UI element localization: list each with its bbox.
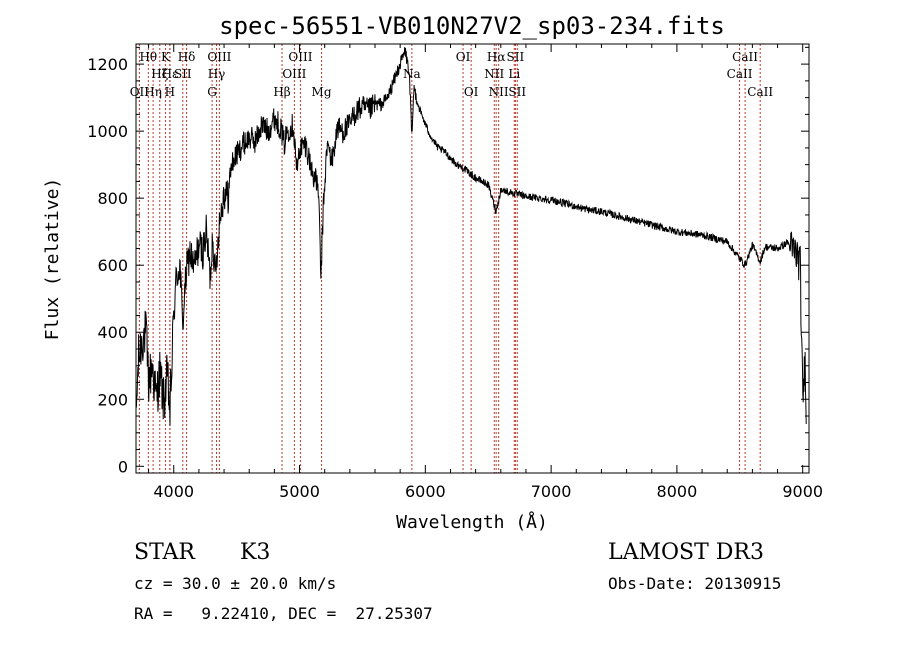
line-label: G bbox=[207, 85, 217, 99]
x-tick-label: 5000 bbox=[279, 482, 320, 501]
line-label: SII bbox=[174, 67, 192, 81]
y-tick-label: 0 bbox=[118, 457, 128, 476]
y-tick-label: 600 bbox=[97, 256, 128, 275]
emission-line-markers bbox=[138, 44, 761, 473]
x-tick-label: 9000 bbox=[782, 482, 823, 501]
line-label: Hβ bbox=[273, 85, 290, 99]
line-label: Hζ bbox=[151, 67, 168, 81]
x-tick-label: 6000 bbox=[405, 482, 446, 501]
line-label: Hη bbox=[144, 85, 162, 99]
chart-title: spec-56551-VB010N27V2_sp03-234.fits bbox=[219, 12, 725, 40]
observation-date: Obs-Date: 20130915 bbox=[608, 574, 782, 593]
line-label: OIII bbox=[207, 50, 231, 64]
line-label: Hγ bbox=[208, 67, 226, 81]
line-label: Hθ bbox=[139, 50, 157, 64]
object-subclass: K3 bbox=[240, 540, 271, 565]
survey-name: LAMOST DR3 bbox=[608, 540, 764, 565]
line-label: Li bbox=[508, 67, 520, 81]
line-label: H bbox=[165, 85, 175, 99]
emission-line-labels: OII Hθ Hη Hζ K Hε H SII Hδ G Hγ OIII Hβ OIII OIII Mg Na O… bbox=[130, 50, 774, 99]
line-label: OII bbox=[130, 85, 150, 99]
y-tick-label: 400 bbox=[97, 323, 128, 342]
y-tick-label: 1000 bbox=[87, 122, 128, 141]
line-label: Mg bbox=[312, 85, 332, 99]
line-label: SII bbox=[508, 85, 526, 99]
y-tick-label: 200 bbox=[97, 390, 128, 409]
line-label: OIII bbox=[282, 67, 306, 81]
axes: 4000 5000 6000 7000 8000 9000 0 200 400 600 800 100… bbox=[87, 44, 823, 501]
line-label: CaII bbox=[747, 85, 773, 99]
spectrum-series bbox=[135, 47, 807, 426]
spectrum-line bbox=[135, 47, 807, 426]
x-tick-label: 7000 bbox=[531, 482, 572, 501]
coordinates: RA = 9.22410, DEC = 27.25307 bbox=[134, 604, 433, 623]
y-tick-label: 800 bbox=[97, 189, 128, 208]
line-label: NII bbox=[484, 67, 504, 81]
line-label: Hε bbox=[162, 67, 179, 81]
plot-frame bbox=[135, 43, 810, 474]
line-label: Hδ bbox=[178, 50, 196, 64]
x-tick-label: 8000 bbox=[657, 482, 698, 501]
line-label: OI bbox=[464, 85, 479, 99]
line-label: Hα bbox=[487, 50, 506, 64]
line-label: CaII bbox=[727, 67, 753, 81]
line-label: SII bbox=[507, 50, 525, 64]
line-label: OIII bbox=[288, 50, 312, 64]
x-axis-label: Wavelength (Å) bbox=[396, 511, 548, 533]
object-class: STAR bbox=[134, 540, 195, 565]
x-tick-label: 4000 bbox=[153, 482, 194, 501]
line-label: OI bbox=[456, 50, 471, 64]
line-label: NII bbox=[489, 85, 509, 99]
line-label: CaII bbox=[732, 50, 758, 64]
y-axis-label: Flux (relative) bbox=[42, 178, 63, 341]
redshift-value: cz = 30.0 ± 20.0 km/s bbox=[134, 574, 337, 593]
y-tick-label: 1200 bbox=[87, 55, 128, 74]
line-label: K bbox=[161, 50, 171, 64]
line-label: Na bbox=[403, 67, 421, 81]
